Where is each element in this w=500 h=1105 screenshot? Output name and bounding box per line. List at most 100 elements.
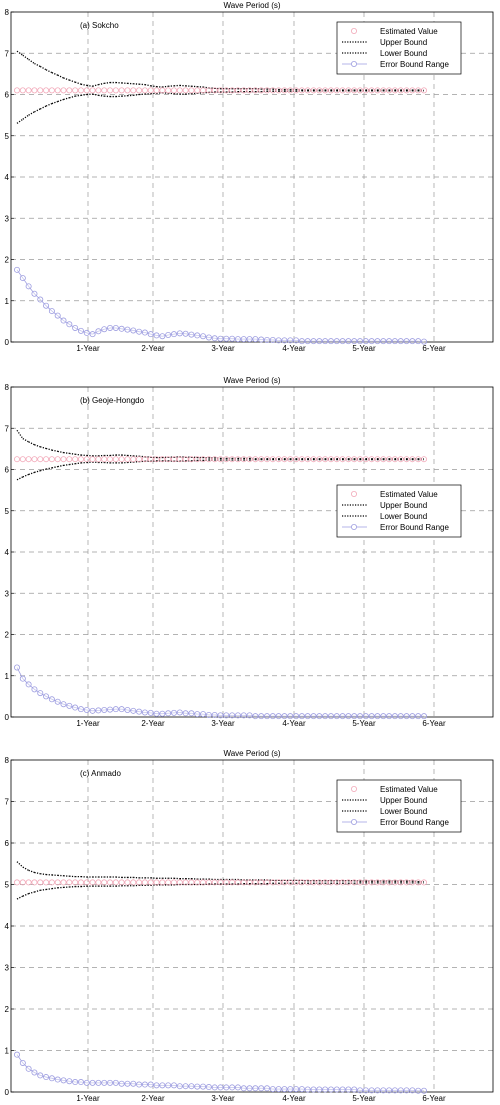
data-point bbox=[176, 456, 183, 463]
line-segment bbox=[34, 108, 41, 113]
chart-panel-geoje-hongdo: Wave Period (s) 0 1 2 3 4 5 6 7 8 1-Year 2-Year 3-Ye… bbox=[0, 375, 500, 735]
data-point bbox=[37, 690, 44, 697]
line-segment bbox=[80, 93, 87, 96]
data-point bbox=[60, 456, 67, 463]
data-point bbox=[13, 266, 20, 273]
data-point bbox=[322, 87, 329, 94]
line-segment bbox=[45, 467, 53, 470]
data-point bbox=[420, 87, 427, 94]
data-point bbox=[124, 87, 131, 94]
data-point bbox=[357, 87, 364, 94]
data-point bbox=[188, 1083, 195, 1090]
data-point bbox=[380, 87, 387, 94]
data-point bbox=[54, 87, 61, 94]
data-point bbox=[118, 456, 125, 463]
data-point bbox=[83, 706, 90, 713]
line-segment bbox=[34, 470, 41, 474]
data-point bbox=[13, 1051, 20, 1058]
data-point bbox=[409, 87, 416, 94]
line-segment bbox=[28, 891, 35, 895]
y-tick-label: 5 bbox=[5, 507, 10, 516]
data-point bbox=[258, 879, 265, 886]
data-point bbox=[310, 1086, 317, 1093]
data-point bbox=[415, 713, 422, 720]
data-point bbox=[89, 456, 96, 463]
data-point bbox=[293, 713, 300, 720]
data-point bbox=[54, 456, 61, 463]
line-segment bbox=[63, 703, 70, 707]
data-point bbox=[322, 456, 329, 463]
data-point bbox=[293, 456, 300, 463]
data-point bbox=[345, 338, 352, 345]
x-tick-label: 1-Year bbox=[76, 1094, 100, 1103]
line-segment bbox=[51, 698, 58, 703]
data-point bbox=[141, 456, 148, 463]
data-point bbox=[54, 879, 61, 886]
data-point bbox=[397, 456, 404, 463]
line-segment bbox=[51, 310, 58, 316]
data-point bbox=[333, 713, 340, 720]
grid bbox=[11, 387, 493, 717]
series-error-bound-range bbox=[13, 266, 427, 345]
line-segment bbox=[75, 462, 82, 465]
data-point bbox=[89, 707, 96, 714]
data-point bbox=[322, 1086, 329, 1093]
data-point bbox=[48, 87, 55, 94]
legend-label: Lower Bound bbox=[380, 807, 427, 816]
data-point bbox=[246, 879, 253, 886]
data-point bbox=[264, 1085, 271, 1092]
data-point bbox=[83, 456, 90, 463]
data-point bbox=[316, 456, 323, 463]
x-tick-label: 2-Year bbox=[141, 344, 165, 353]
line-segment bbox=[162, 85, 169, 88]
y-tick-label: 7 bbox=[5, 798, 10, 807]
legend-label: Upper Bound bbox=[380, 501, 427, 510]
data-point bbox=[223, 879, 230, 886]
data-point bbox=[380, 1087, 387, 1094]
y-tick-label: 1 bbox=[5, 297, 10, 306]
data-point bbox=[182, 879, 189, 886]
legend-marker-range bbox=[350, 61, 357, 68]
data-point bbox=[339, 338, 346, 345]
data-point bbox=[200, 879, 207, 886]
data-point bbox=[333, 1086, 340, 1093]
data-point bbox=[362, 1087, 369, 1094]
chart-svg: Wave Period (s) 0 1 2 3 4 5 6 7 8 1-Year 2-Year 3-Ye… bbox=[5, 1, 494, 353]
line-segment bbox=[34, 62, 41, 68]
line-segment bbox=[75, 707, 82, 710]
data-point bbox=[194, 332, 201, 339]
data-point bbox=[304, 338, 311, 345]
line-segment bbox=[22, 114, 30, 120]
data-point bbox=[386, 879, 393, 886]
data-point bbox=[13, 456, 20, 463]
data-point bbox=[165, 456, 172, 463]
line-segment bbox=[69, 95, 76, 99]
x-tick-label: 3-Year bbox=[211, 344, 235, 353]
data-point bbox=[205, 456, 212, 463]
y-tick-label: 7 bbox=[5, 49, 10, 58]
data-point bbox=[112, 879, 119, 886]
data-point bbox=[77, 879, 84, 886]
data-point bbox=[298, 713, 305, 720]
data-point bbox=[310, 879, 317, 886]
data-point bbox=[170, 709, 177, 716]
data-point bbox=[176, 1083, 183, 1090]
data-point bbox=[258, 336, 265, 343]
data-point bbox=[136, 708, 143, 715]
data-point bbox=[95, 879, 102, 886]
data-point bbox=[112, 324, 119, 331]
data-point bbox=[19, 275, 26, 282]
data-point bbox=[420, 1087, 427, 1094]
data-point bbox=[124, 456, 131, 463]
series-upper-bound bbox=[16, 429, 424, 460]
data-point bbox=[281, 337, 288, 344]
data-point bbox=[170, 1082, 177, 1089]
data-point bbox=[362, 713, 369, 720]
data-point bbox=[60, 1077, 67, 1084]
data-point bbox=[194, 711, 201, 718]
data-point bbox=[409, 456, 416, 463]
data-point bbox=[217, 1084, 224, 1091]
data-point bbox=[130, 327, 137, 334]
line-segment bbox=[28, 111, 35, 116]
line-segment bbox=[28, 1068, 35, 1073]
